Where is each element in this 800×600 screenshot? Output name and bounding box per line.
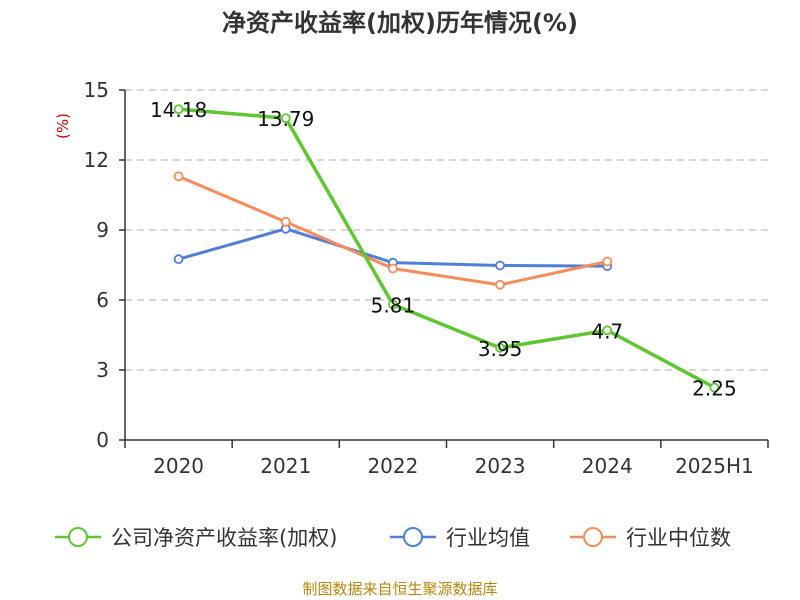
data-point	[280, 113, 291, 124]
data-label: 2.25	[692, 377, 737, 401]
data-point	[173, 254, 184, 265]
data-point	[495, 342, 505, 353]
x-tick-label: 2022	[367, 454, 418, 478]
data-point	[388, 263, 398, 274]
data-point	[709, 382, 720, 393]
data-point	[173, 171, 184, 182]
data-labels: 14.18 13.79 5.81 3.95 4.7 2.25	[150, 98, 737, 400]
y-tick-label: 15	[84, 78, 109, 102]
data-point	[280, 216, 291, 227]
x-tick-label: 2021	[260, 454, 311, 478]
y-tick-label: 0	[96, 428, 109, 452]
y-tick-label: 6	[96, 288, 109, 312]
data-label: 3.95	[478, 337, 523, 361]
legend-label: 行业均值	[446, 526, 530, 550]
x-tick-label: 2025H1	[675, 454, 754, 478]
y-tick-label: 12	[84, 148, 109, 172]
data-label: 4.7	[591, 319, 623, 343]
x-tick-label: 2023	[475, 454, 526, 478]
legend-label: 公司净资产收益率(加权)	[111, 526, 337, 550]
chart-title: 净资产收益率(加权)历年情况(%)	[222, 9, 578, 37]
y-tick-label: 9	[96, 218, 109, 242]
source-note: 制图数据来自恒生聚源数据库	[302, 580, 497, 598]
series-line	[178, 107, 716, 390]
y-axis-label: (%)	[54, 113, 72, 139]
series-lines	[173, 104, 720, 393]
data-label: 13.79	[257, 107, 314, 131]
y-tick-label: 3	[96, 358, 109, 382]
legend-marker	[583, 527, 603, 547]
x-tick-label: 2024	[582, 454, 633, 478]
data-point	[495, 279, 505, 290]
data-point	[602, 325, 613, 336]
data-point	[173, 104, 184, 115]
x-tick-label: 2020	[153, 454, 204, 478]
data-point	[388, 299, 398, 310]
data-point	[495, 260, 505, 271]
data-point	[602, 256, 613, 267]
data-label: 5.81	[371, 293, 416, 317]
data-label: 14.18	[150, 98, 207, 122]
legend-marker	[68, 527, 88, 547]
legend: 公司净资产收益率(加权) 行业均值 行业中位数	[55, 526, 731, 550]
legend-marker	[403, 527, 423, 547]
legend-label: 行业中位数	[626, 526, 731, 550]
axes: 0 3 6 9 12 15 2020 2021 2022 2023 2024 2025H1	[84, 78, 769, 478]
